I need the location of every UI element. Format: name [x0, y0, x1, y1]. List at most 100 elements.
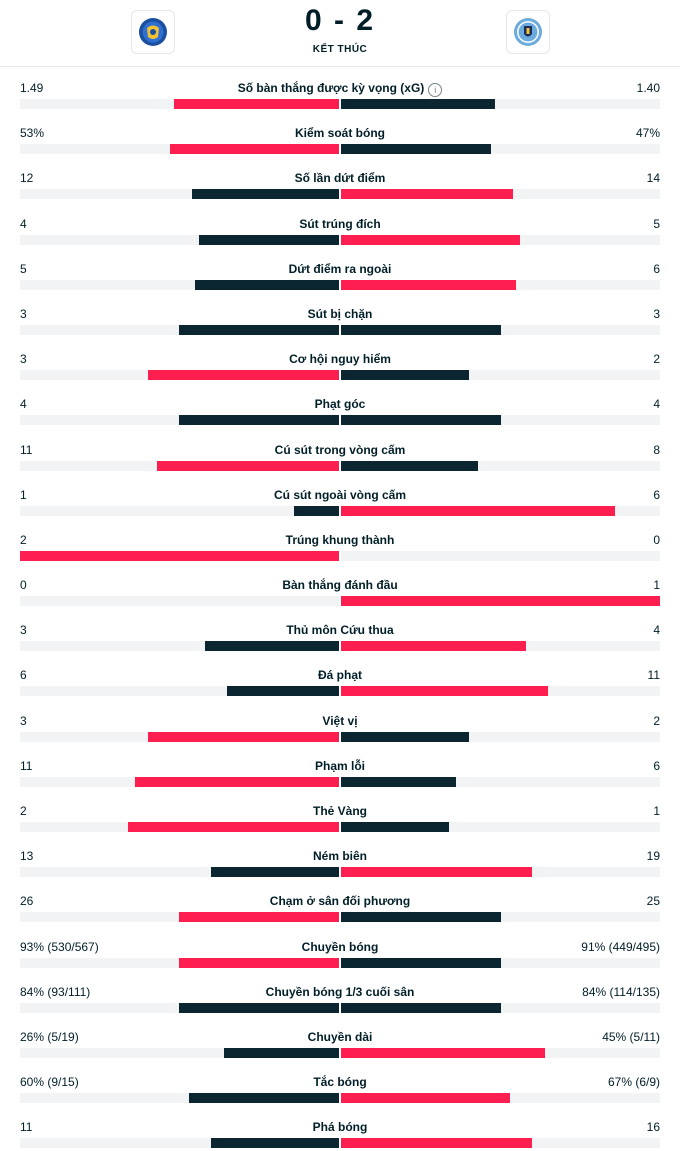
away-stat-value: 2	[653, 713, 660, 728]
stat-row: 5 Dứt điểm ra ngoài 6	[0, 247, 680, 292]
away-stat-track	[341, 234, 660, 245]
home-stat-track	[20, 460, 339, 471]
home-stat-value: 11	[20, 758, 33, 773]
stat-label-text: Dứt điểm ra ngoài	[288, 261, 392, 276]
home-stat-track	[20, 415, 339, 426]
stat-row: 1 Cú sút ngoài vòng cấm 6	[0, 473, 680, 518]
stat-label: Số lần dứt điểm	[150, 171, 530, 185]
info-icon[interactable]: i	[428, 83, 443, 97]
stat-label: Số bàn thắng được kỳ vọng (xG) i	[150, 81, 530, 97]
stat-row: 4 Sút trúng đích 5	[0, 202, 680, 247]
away-stat-track	[341, 1002, 660, 1013]
home-stat-bar	[205, 641, 339, 652]
away-stat-bar	[341, 1093, 510, 1104]
away-stat-bar	[341, 596, 660, 607]
home-stat-value: 11	[20, 1120, 33, 1135]
away-stat-bar	[341, 144, 491, 155]
stat-label-text: Thủ môn Cứu thua	[286, 623, 394, 638]
away-stat-track	[341, 279, 660, 290]
home-stat-value: 3	[20, 352, 27, 367]
home-stat-value: 6	[20, 668, 27, 683]
away-stat-value: 1	[653, 578, 660, 593]
home-stat-track	[20, 912, 339, 923]
home-stat-track	[20, 144, 339, 155]
away-stat-value: 91% (449/495)	[581, 939, 660, 954]
stat-label-text: Ném biên	[312, 849, 367, 864]
home-stat-bar	[179, 1002, 339, 1013]
home-stat-track	[20, 550, 339, 561]
stat-label: Thủ môn Cứu thua	[150, 623, 530, 637]
stat-row: 6 Đá phạt 11	[0, 653, 680, 698]
away-stat-track	[341, 731, 660, 742]
stat-label: Cơ hội nguy hiểm	[150, 352, 530, 366]
stat-label-text: Chuyền dài	[307, 1029, 373, 1044]
stat-label-text: Phạm lỗi	[314, 758, 365, 773]
away-stat-bar	[341, 234, 520, 245]
stat-label: Cú sút ngoài vòng cấm	[150, 488, 530, 502]
home-stat-value: 13	[20, 849, 34, 864]
home-stat-value: 60% (9/15)	[20, 1075, 79, 1090]
match-score: 0 - 2	[304, 4, 376, 37]
home-stat-bar	[135, 776, 339, 787]
stat-label-text: Cú sút ngoài vòng cấm	[273, 487, 406, 502]
stat-label-text: Số lần dứt điểm	[294, 171, 386, 186]
away-stat-track	[341, 324, 660, 335]
away-stat-bar	[341, 415, 501, 426]
away-stat-value: 3	[653, 306, 660, 321]
away-stat-track	[341, 1047, 660, 1058]
away-stat-value: 45% (5/11)	[602, 1029, 660, 1044]
away-stat-track	[341, 912, 660, 923]
away-stat-value: 6	[653, 261, 660, 276]
away-stat-value: 4	[653, 623, 660, 638]
home-stat-value: 4	[20, 397, 27, 412]
stat-label: Sút bị chặn	[150, 307, 530, 321]
away-stat-track	[341, 641, 660, 652]
home-stat-value: 2	[20, 804, 27, 818]
stat-row: 13 Ném biên 19	[0, 834, 680, 879]
home-stat-bar	[179, 415, 339, 426]
away-stat-bar	[341, 1047, 545, 1058]
home-stat-track	[20, 370, 339, 381]
stat-label-text: Trúng khung thành	[285, 532, 395, 547]
stat-row: 11 Phạm lỗi 6	[0, 744, 680, 789]
away-stat-value: 1.40	[636, 81, 660, 95]
away-stat-track	[341, 144, 660, 155]
away-stat-value: 5	[653, 216, 660, 231]
stat-row: 12 Số lần dứt điểm 14	[0, 156, 680, 201]
away-stat-value: 25	[646, 894, 660, 909]
leicester-crest-icon	[139, 18, 167, 46]
away-stat-track	[341, 1138, 660, 1149]
stat-label: Phạm lỗi	[150, 759, 530, 773]
home-stat-value: 3	[20, 713, 27, 728]
home-stat-bar	[294, 505, 339, 516]
away-stat-value: 1	[653, 804, 660, 818]
stat-label: Chuyền bóng 1/3 cuối sân	[150, 985, 530, 999]
home-stat-value: 26% (5/19)	[20, 1029, 79, 1044]
away-team-crest[interactable]	[506, 10, 550, 54]
home-stat-bar	[157, 460, 339, 471]
stat-label-text: Cú sút trong vòng cấm	[274, 442, 406, 457]
away-stat-bar	[341, 1138, 532, 1149]
stat-row: 53% Kiểm soát bóng 47%	[0, 111, 680, 156]
stat-label: Phạt góc	[150, 397, 530, 411]
home-stat-bar	[211, 1138, 339, 1149]
home-team-crest[interactable]	[131, 10, 175, 54]
stat-row: 60% (9/15) Tắc bóng 67% (6/9)	[0, 1060, 680, 1105]
man-city-crest-icon	[514, 18, 542, 46]
away-stat-bar	[341, 460, 478, 471]
stat-row: 11 Cú sút trong vòng cấm 8	[0, 428, 680, 473]
home-stat-value: 12	[20, 171, 34, 186]
home-stat-value: 0	[20, 578, 27, 593]
home-stat-value: 2	[20, 532, 27, 547]
away-stat-bar	[341, 279, 516, 290]
away-stat-value: 11	[647, 668, 660, 683]
away-stat-bar	[341, 641, 526, 652]
stat-label-text: Sút trúng đích	[299, 216, 381, 231]
away-stat-track	[341, 822, 660, 832]
home-stat-track	[20, 99, 339, 109]
away-stat-bar	[341, 912, 501, 923]
home-stat-track	[20, 686, 339, 697]
away-stat-value: 4	[653, 397, 660, 412]
away-stat-track	[341, 686, 660, 697]
away-stat-value: 6	[653, 487, 660, 502]
